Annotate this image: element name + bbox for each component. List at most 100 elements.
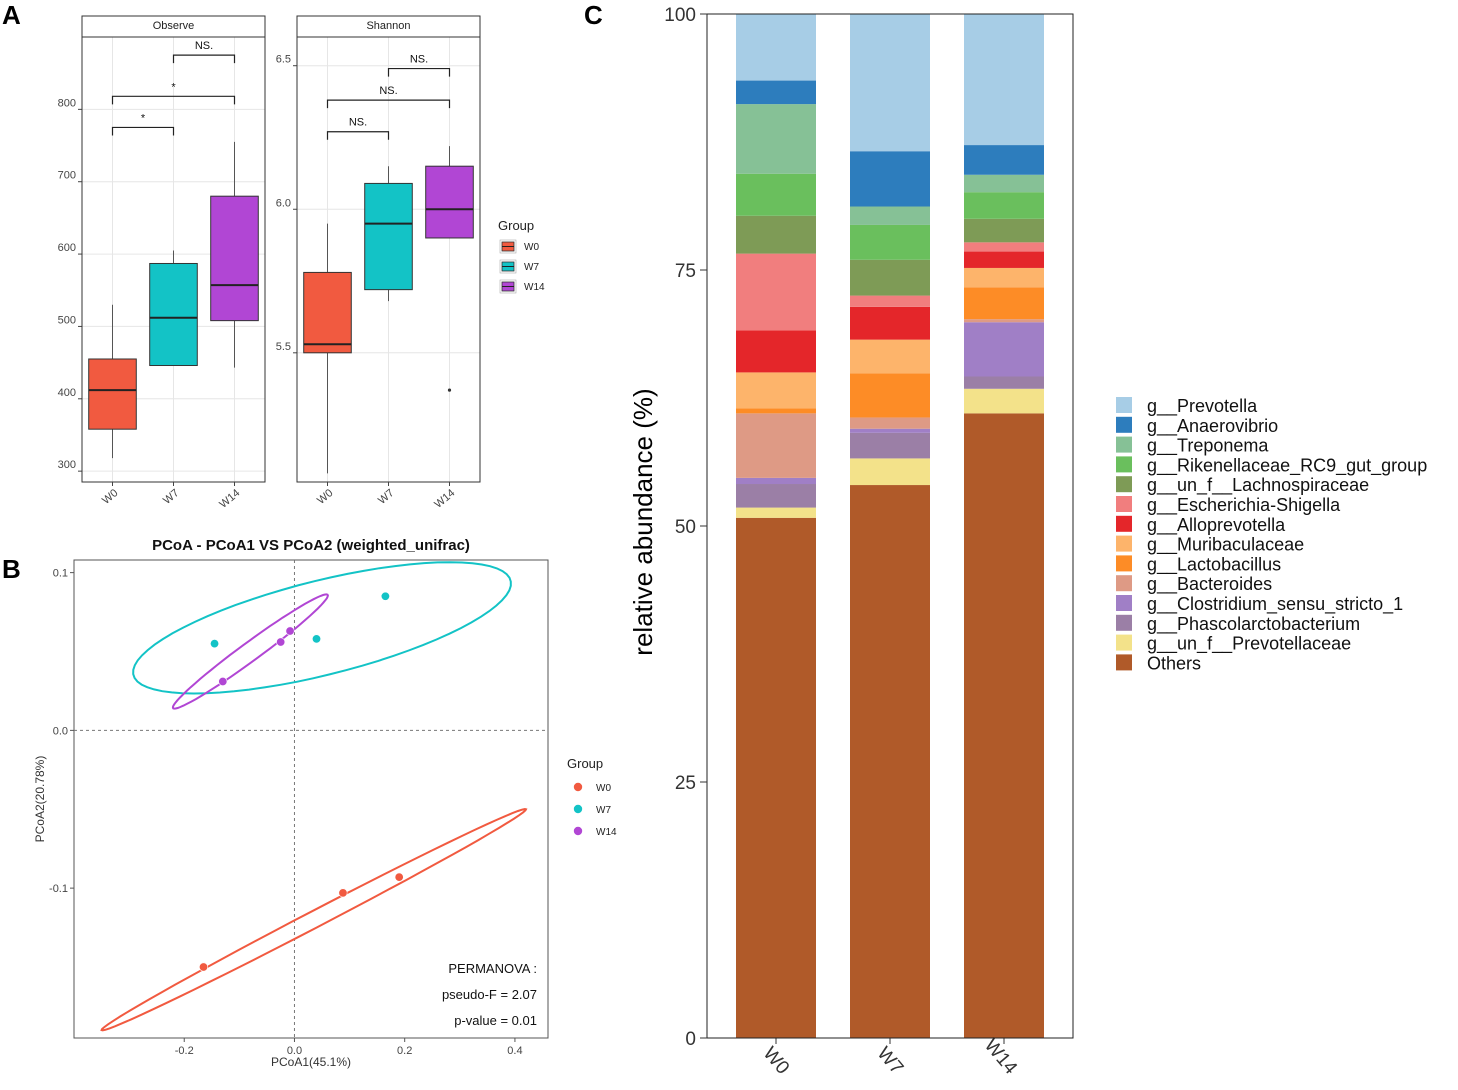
point-W7 [210, 639, 220, 649]
bar-segment-W7 [850, 339, 930, 374]
legend-label: g__Alloprevotella [1147, 515, 1286, 536]
bar-segment-W0 [736, 517, 816, 1038]
x-tick-label: W7 [873, 1043, 907, 1078]
legend-label: g__Muribaculaceae [1147, 535, 1304, 556]
bar-segment-W0 [736, 80, 816, 105]
x-tick-label: W0 [100, 487, 120, 507]
significance-bracket [172, 54, 236, 64]
legend-swatch [1116, 555, 1132, 572]
legend-label-W14: W14 [596, 827, 617, 838]
point-W14 [218, 676, 228, 686]
bar-segment-W0 [736, 253, 816, 331]
y-tick-label: 700 [58, 170, 76, 182]
legend-label: g__un_f__Prevotellaceae [1147, 634, 1351, 655]
legend-label: g__Clostridium_sensu_stricto_1 [1147, 594, 1403, 615]
legend-swatch [1116, 595, 1132, 611]
point-W7 [380, 591, 390, 601]
bar-segment-W0 [736, 330, 816, 373]
bar-segment-W0 [736, 14, 816, 81]
x-tick-label: W14 [980, 1035, 1021, 1079]
box-W0 [303, 271, 352, 354]
pcoa-legend-title: Group [567, 756, 603, 771]
box-W14 [210, 195, 259, 322]
legend-swatch [1116, 436, 1132, 453]
point-W7 [312, 634, 322, 644]
bar-segment-W14 [964, 413, 1044, 1038]
bar-segment-W0 [736, 215, 816, 254]
shannon-boxplot: Shannon 5.5 6.0 6.5 NS. NS. NS. W0 W7 W14 [276, 15, 481, 511]
legend-label: g__un_f__Lachnospiraceae [1147, 475, 1369, 496]
legend-dot-W7 [573, 804, 583, 814]
outlier-point [447, 388, 452, 392]
bar-segment-W0 [736, 477, 816, 485]
x-tick-label: W14 [432, 487, 457, 511]
legend-swatch [1116, 476, 1132, 493]
point-W14 [285, 626, 295, 636]
legend-swatch [1116, 397, 1132, 413]
bar-segment-W7 [850, 432, 930, 459]
box-W0 [88, 358, 137, 430]
bar-segment-W7 [850, 151, 930, 207]
permanova-annotation: pseudo-F = 2.07 [442, 987, 537, 1002]
y-tick-label: 300 [58, 459, 76, 471]
bar-segment-W14 [964, 388, 1044, 414]
y-tick-label: 600 [58, 242, 76, 254]
ellipse-W0 [100, 807, 528, 1032]
x-tick-label: 0.4 [507, 1045, 522, 1057]
x-tick-label: W0 [759, 1043, 793, 1078]
legend-label: g__Lactobacillus [1147, 554, 1281, 575]
legend-swatch [1116, 456, 1132, 473]
legend-label: g__Phascolarctobacterium [1147, 614, 1360, 635]
legend-label-W14: W14 [524, 282, 545, 293]
bar-segment-W14 [964, 376, 1044, 389]
significance-bracket [111, 95, 236, 105]
significance-bracket [111, 126, 175, 136]
permanova-annotation: p-value = 0.01 [454, 1013, 537, 1028]
group-legend-title: Group [498, 218, 534, 233]
y-axis-label: PCoA2(20.78%) [33, 756, 47, 843]
y-axis-label: relative abundance (%) [628, 388, 658, 655]
bar-segment-W14 [964, 174, 1044, 193]
bar-segment-W14 [964, 192, 1044, 219]
bar-segment-W7 [850, 259, 930, 296]
x-tick-label: -0.2 [175, 1045, 194, 1057]
x-axis-label: PCoA1(45.1%) [271, 1055, 351, 1069]
bar-segment-W14 [964, 242, 1044, 252]
facet-strip-label: Shannon [366, 20, 410, 32]
legend-swatch [1116, 535, 1132, 552]
bar-segment-W7 [850, 206, 930, 225]
legend-swatch [1116, 654, 1132, 671]
bar-segment-W0 [736, 104, 816, 174]
bar-segment-W0 [736, 173, 816, 216]
point-W0 [338, 888, 348, 898]
permanova-annotation: PERMANOVA : [448, 961, 537, 976]
bar-segment-W0 [736, 484, 816, 508]
legend-label-W7: W7 [524, 262, 539, 273]
significance-label: NS. [379, 85, 397, 97]
legend-swatch [1116, 515, 1132, 532]
x-tick-label: 0.2 [397, 1045, 412, 1057]
y-tick-label: -0.1 [49, 883, 68, 895]
bar-segment-W7 [850, 373, 930, 418]
legend-label: g__Treponema [1147, 436, 1269, 457]
legend-label: g__Escherichia-Shigella [1147, 495, 1341, 516]
legend-dot-W0 [573, 782, 583, 792]
bar-segment-W7 [850, 306, 930, 340]
y-tick-label: 0.1 [53, 568, 68, 580]
bar-segment-W14 [964, 145, 1044, 175]
y-tick-label: 5.5 [276, 341, 291, 353]
y-tick-label: 6.0 [276, 197, 291, 209]
y-tick-label: 0 [685, 1029, 696, 1050]
bar-segment-W7 [850, 14, 930, 152]
legend-label-W0: W0 [596, 783, 611, 794]
facet-strip-label: Observe [153, 20, 195, 32]
observe-boxplot: Observe 300 400 500 600 700 800 * * NS. W0 W7 W14 [58, 15, 266, 511]
bar-segment-W7 [850, 224, 930, 260]
legend-label: Others [1147, 653, 1201, 673]
bar-segment-W14 [964, 322, 1044, 377]
point-W14 [276, 637, 286, 647]
bar-segment-W7 [850, 417, 930, 429]
bar-segment-W7 [850, 458, 930, 486]
ellipse-W7 [132, 561, 512, 695]
